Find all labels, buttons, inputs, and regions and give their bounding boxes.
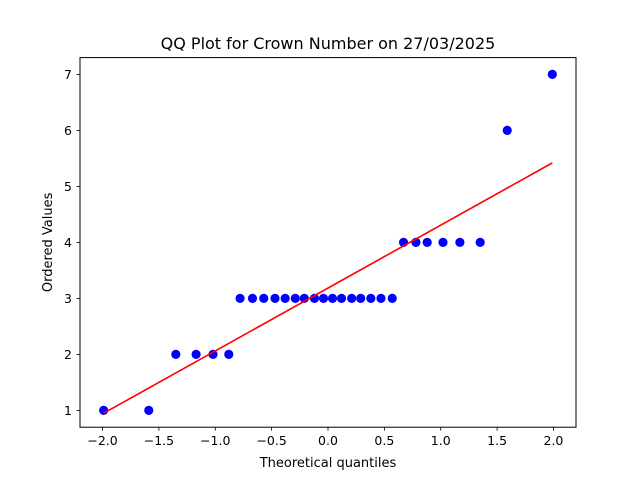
data-point — [455, 237, 465, 247]
data-point — [247, 293, 258, 303]
data-point — [318, 293, 329, 303]
data-point — [422, 237, 432, 247]
plot-area — [99, 69, 557, 415]
data-point — [356, 293, 366, 303]
y-tick-label: 4 — [64, 235, 72, 250]
x-axis-label: Theoretical quantiles — [259, 456, 397, 471]
fit-line — [103, 162, 553, 414]
data-point — [387, 293, 397, 303]
data-point — [438, 237, 448, 247]
data-point — [376, 293, 386, 303]
y-tick-label: 1 — [64, 403, 72, 418]
x-tick-label: 1.0 — [431, 433, 451, 448]
data-point — [224, 349, 234, 359]
x-tick-label: −1.5 — [144, 433, 174, 448]
x-tick-label: 2.0 — [544, 433, 564, 448]
data-point — [366, 293, 376, 303]
data-point — [547, 69, 557, 79]
data-point — [208, 349, 218, 359]
data-point — [171, 349, 181, 359]
data-point — [235, 293, 245, 303]
data-point — [191, 349, 201, 359]
y-tick-label: 3 — [64, 291, 72, 306]
data-point — [502, 125, 512, 135]
x-tick-label: 0.0 — [318, 433, 338, 448]
data-point — [347, 293, 357, 303]
x-tick-label: −0.5 — [256, 433, 286, 448]
x-tick-label: 1.5 — [487, 433, 507, 448]
y-tick-label: 5 — [64, 179, 72, 194]
y-axis-label: Ordered Values — [41, 192, 56, 292]
y-tick-label: 6 — [64, 123, 72, 138]
data-point — [144, 405, 154, 415]
x-tick-label: −2.0 — [87, 433, 117, 448]
x-tick-label: 0.5 — [374, 433, 394, 448]
data-point — [290, 293, 300, 303]
data-point — [270, 293, 280, 303]
y-tick-label: 7 — [64, 67, 72, 82]
data-point — [327, 293, 338, 303]
data-point — [99, 405, 109, 415]
chart-title: QQ Plot for Crown Number on 27/03/2025 — [161, 34, 496, 53]
data-point — [259, 293, 269, 303]
y-tick-label: 2 — [64, 347, 72, 362]
data-point — [280, 293, 290, 303]
data-point — [475, 237, 485, 247]
data-point — [336, 293, 347, 303]
x-tick-label: −1.0 — [200, 433, 230, 448]
